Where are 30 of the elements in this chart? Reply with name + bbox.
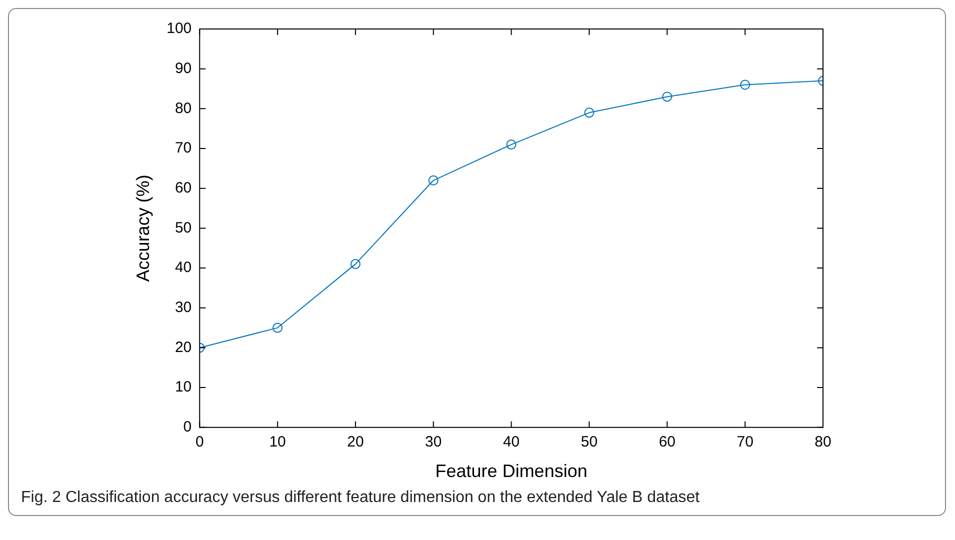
y-tick-label: 50 bbox=[174, 219, 192, 236]
x-tick-label: 40 bbox=[502, 434, 520, 451]
point bbox=[740, 80, 750, 90]
x-tick-label: 10 bbox=[269, 434, 286, 451]
y-tick-label: 0 bbox=[183, 418, 192, 436]
x-axis-title: Feature Dimension bbox=[435, 461, 588, 482]
y-tick-label: 80 bbox=[174, 100, 192, 117]
y-tick-label: 30 bbox=[174, 299, 192, 316]
point bbox=[428, 175, 438, 186]
x-tick-label: 0 bbox=[195, 434, 204, 451]
point bbox=[662, 92, 672, 102]
y-tick-label: 90 bbox=[174, 60, 192, 77]
y-tick-label: 100 bbox=[166, 20, 192, 38]
x-tick-label: 50 bbox=[580, 434, 598, 451]
y-tick-label: 70 bbox=[174, 140, 192, 157]
y-tick-label: 10 bbox=[174, 378, 192, 396]
point bbox=[506, 140, 516, 150]
y-tick-label: 60 bbox=[174, 180, 192, 196]
x-tick-label: 30 bbox=[425, 434, 442, 451]
y-axis-title: Accuracy (%) bbox=[132, 174, 153, 282]
point bbox=[272, 322, 283, 333]
x-tick-label: 80 bbox=[814, 434, 832, 451]
caption: Fig. 2 Classification accuracy versus different feature dimension on the extended Yale B dataset bbox=[20, 488, 701, 508]
y-tick-label: 40 bbox=[174, 259, 192, 276]
point bbox=[584, 108, 594, 118]
x-tick-label: 60 bbox=[658, 434, 676, 451]
x-tick-label: 70 bbox=[736, 434, 754, 451]
point bbox=[350, 259, 360, 270]
y-tick-label: 20 bbox=[174, 338, 192, 356]
x-tick-label: 20 bbox=[347, 434, 364, 451]
